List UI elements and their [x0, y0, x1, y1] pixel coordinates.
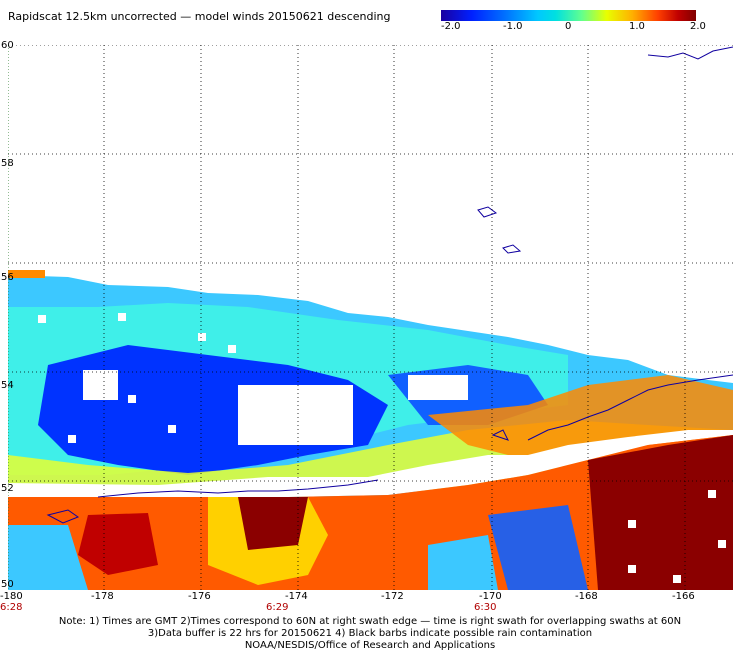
colorbar-tick: 0 — [565, 21, 572, 32]
lon-label: -172 — [381, 591, 404, 602]
coastline — [46, 46, 733, 524]
lon-label: -178 — [91, 591, 114, 602]
lon-label: -180 — [0, 591, 23, 602]
lat-label: 50 — [1, 579, 14, 590]
lon-label: -168 — [575, 591, 598, 602]
lat-label: 60 — [1, 40, 14, 51]
map-title: Rapidscat 12.5km uncorrected — model win… — [8, 10, 391, 23]
missing-data-cells — [38, 313, 726, 583]
time-label: 6:28 — [0, 602, 23, 613]
map-plot — [8, 45, 733, 590]
credit-line: NOAA/NESDIS/Office of Research and Appli… — [244, 640, 496, 651]
colorbar-tick: -2.0 — [441, 21, 461, 32]
note-line: 3)Data buffer is 22 hrs for 20150621 4) … — [147, 628, 593, 639]
lat-label: 56 — [1, 272, 14, 283]
colorbar-tick: -1.0 — [503, 21, 523, 32]
lat-label: 54 — [1, 380, 14, 391]
lon-label: -170 — [479, 591, 502, 602]
lat-label: 58 — [1, 158, 14, 169]
lon-label: -176 — [188, 591, 211, 602]
time-label: 6:29 — [266, 602, 289, 613]
time-label: 6:30 — [474, 602, 497, 613]
lon-label: -174 — [285, 591, 308, 602]
colorbar — [441, 10, 696, 21]
note-line: Note: 1) Times are GMT 2)Times correspon… — [58, 616, 682, 627]
colorbar-tick: 1.0 — [629, 21, 645, 32]
colorbar-tick: 2.0 — [690, 21, 706, 32]
lat-label: 52 — [1, 483, 14, 494]
graticule — [8, 45, 733, 590]
lon-label: -166 — [672, 591, 695, 602]
